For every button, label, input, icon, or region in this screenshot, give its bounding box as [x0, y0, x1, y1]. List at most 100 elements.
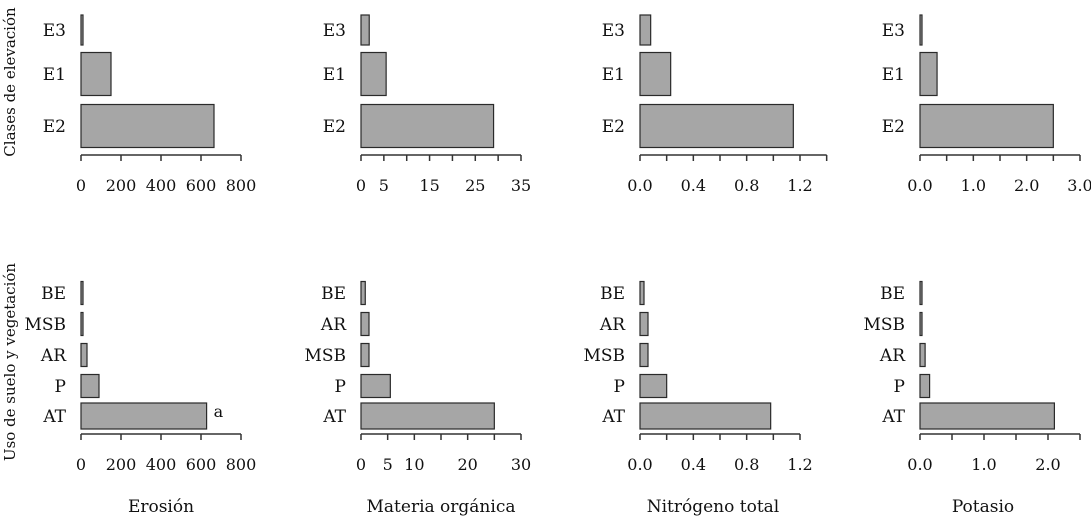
bar-e1: [639, 51, 672, 97]
bar-e3: [639, 14, 652, 46]
category-label-msb: MSB: [583, 346, 625, 366]
category-label-be: BE: [41, 284, 66, 304]
x-tick-label: 1.0: [971, 455, 996, 474]
category-label-at: AT: [881, 407, 905, 427]
row-label-land-use: Uso de suelo y vegetación: [1, 263, 19, 461]
category-label-e2: E2: [882, 117, 905, 137]
x-tick-label: 800: [226, 455, 257, 474]
bar-p: [360, 373, 391, 399]
bar-msb: [919, 311, 923, 337]
x-tick-label: 800: [226, 176, 257, 195]
x-tick-label: 0: [356, 455, 366, 474]
category-label-e3: E3: [882, 21, 905, 41]
x-tick-label: 1.2: [787, 176, 812, 195]
category-label-at: AT: [601, 407, 625, 427]
bar-ar: [639, 311, 649, 337]
bar-msb: [80, 311, 84, 337]
column-label-organic-matter: Materia orgánica: [367, 497, 516, 517]
x-tick-label: 15: [419, 176, 439, 195]
x-tick-label: 1.0: [961, 176, 986, 195]
bar-e3: [919, 14, 923, 46]
bar-e2: [639, 103, 794, 149]
x-tick-label: 0.4: [681, 176, 706, 195]
category-label-e2: E2: [43, 117, 66, 137]
bar-e3: [80, 14, 84, 46]
x-tick-label: 2.0: [1035, 455, 1060, 474]
x-tick-label: 0.8: [734, 176, 759, 195]
category-label-p: P: [55, 377, 66, 397]
x-tick-label: 5: [379, 176, 389, 195]
x-tick-label: 25: [465, 176, 485, 195]
bar-ar: [360, 311, 370, 337]
panel-r1-potasio: 0.0 1.0 2.0 BE MSB AR P AT: [863, 280, 1081, 474]
x-tick-label: 2.0: [1014, 176, 1039, 195]
bar-e2: [360, 103, 495, 149]
category-label-msb: MSB: [24, 315, 66, 335]
category-label-be: BE: [880, 284, 905, 304]
bar-be: [639, 280, 645, 306]
x-tick-label: 1.2: [787, 455, 812, 474]
bar-msb: [639, 342, 649, 368]
bar-e1: [80, 51, 112, 97]
category-label-ar: AR: [599, 315, 626, 335]
category-label-e3: E3: [323, 21, 346, 41]
category-label-at: AT: [42, 407, 66, 427]
x-tick-label: 0: [76, 455, 86, 474]
category-label-e2: E2: [602, 117, 625, 137]
category-label-msb: MSB: [863, 315, 905, 335]
x-tick-label: 35: [511, 176, 531, 195]
category-label-ar: AR: [40, 346, 67, 366]
x-tick-label: 0.0: [907, 455, 932, 474]
x-tick-label: 0: [356, 176, 366, 195]
bar-e2: [80, 103, 215, 149]
bar-ar: [80, 342, 88, 368]
x-tick-label: 20: [457, 455, 477, 474]
x-tick-label: 200: [106, 176, 137, 195]
panel-r1-erosi-n: 0 200 400 600 800 BE MSB AR P AT a: [24, 280, 257, 474]
x-tick-label: 400: [146, 176, 177, 195]
bar-be: [919, 280, 923, 306]
x-tick-label: 0.0: [627, 455, 652, 474]
category-label-msb: MSB: [304, 346, 346, 366]
column-label-total-nitrogen: Nitrógeno total: [647, 497, 780, 517]
bar-p: [80, 373, 100, 399]
bar-p: [919, 373, 931, 399]
bar-e1: [919, 51, 938, 97]
category-label-p: P: [614, 377, 625, 397]
category-label-e1: E1: [882, 65, 905, 85]
bar-p: [639, 373, 668, 399]
category-label-p: P: [894, 377, 905, 397]
x-tick-label: 600: [186, 176, 217, 195]
bar-e1: [360, 51, 387, 97]
category-label-p: P: [335, 377, 346, 397]
bar-ar: [919, 342, 926, 368]
x-tick-label: 0: [76, 176, 86, 195]
x-tick-label: 30: [511, 455, 531, 474]
x-tick-label: 5: [383, 455, 393, 474]
bar-e3: [360, 14, 370, 46]
panel-r0-nitr-geno-total: 0.0 0.4 0.8 1.2 E3 E1 E2: [602, 14, 828, 195]
bar-e2: [919, 103, 1054, 149]
category-label-e1: E1: [602, 65, 625, 85]
category-label-e1: E1: [323, 65, 346, 85]
x-tick-label: 3.0: [1067, 176, 1091, 195]
bar-msb: [360, 342, 370, 368]
x-tick-label: 200: [106, 455, 137, 474]
x-tick-label: 10: [404, 455, 424, 474]
row-label-elevation: Clases de elevación: [1, 7, 19, 157]
panel-r1-nitr-geno-total: 0.0 0.4 0.8 1.2 BE AR MSB P AT: [583, 280, 813, 474]
panel-r1-materia-org-nica: 0 5 10 20 30 BE AR MSB P AT: [304, 280, 531, 474]
category-label-ar: AR: [879, 346, 906, 366]
x-tick-label: 600: [186, 455, 217, 474]
bar-at: [360, 402, 495, 430]
panel-r0-erosi-n: 0 200 400 600 800 E3 E1 E2: [43, 14, 257, 195]
category-label-be: BE: [600, 284, 625, 304]
panel-r0-materia-org-nica: 0 5 15 25 35 E3 E1 E2: [323, 14, 531, 195]
category-label-e2: E2: [323, 117, 346, 137]
x-tick-label: 0.8: [734, 455, 759, 474]
category-label-e1: E1: [43, 65, 66, 85]
column-label-erosion: Erosión: [128, 497, 194, 517]
category-label-e3: E3: [602, 21, 625, 41]
